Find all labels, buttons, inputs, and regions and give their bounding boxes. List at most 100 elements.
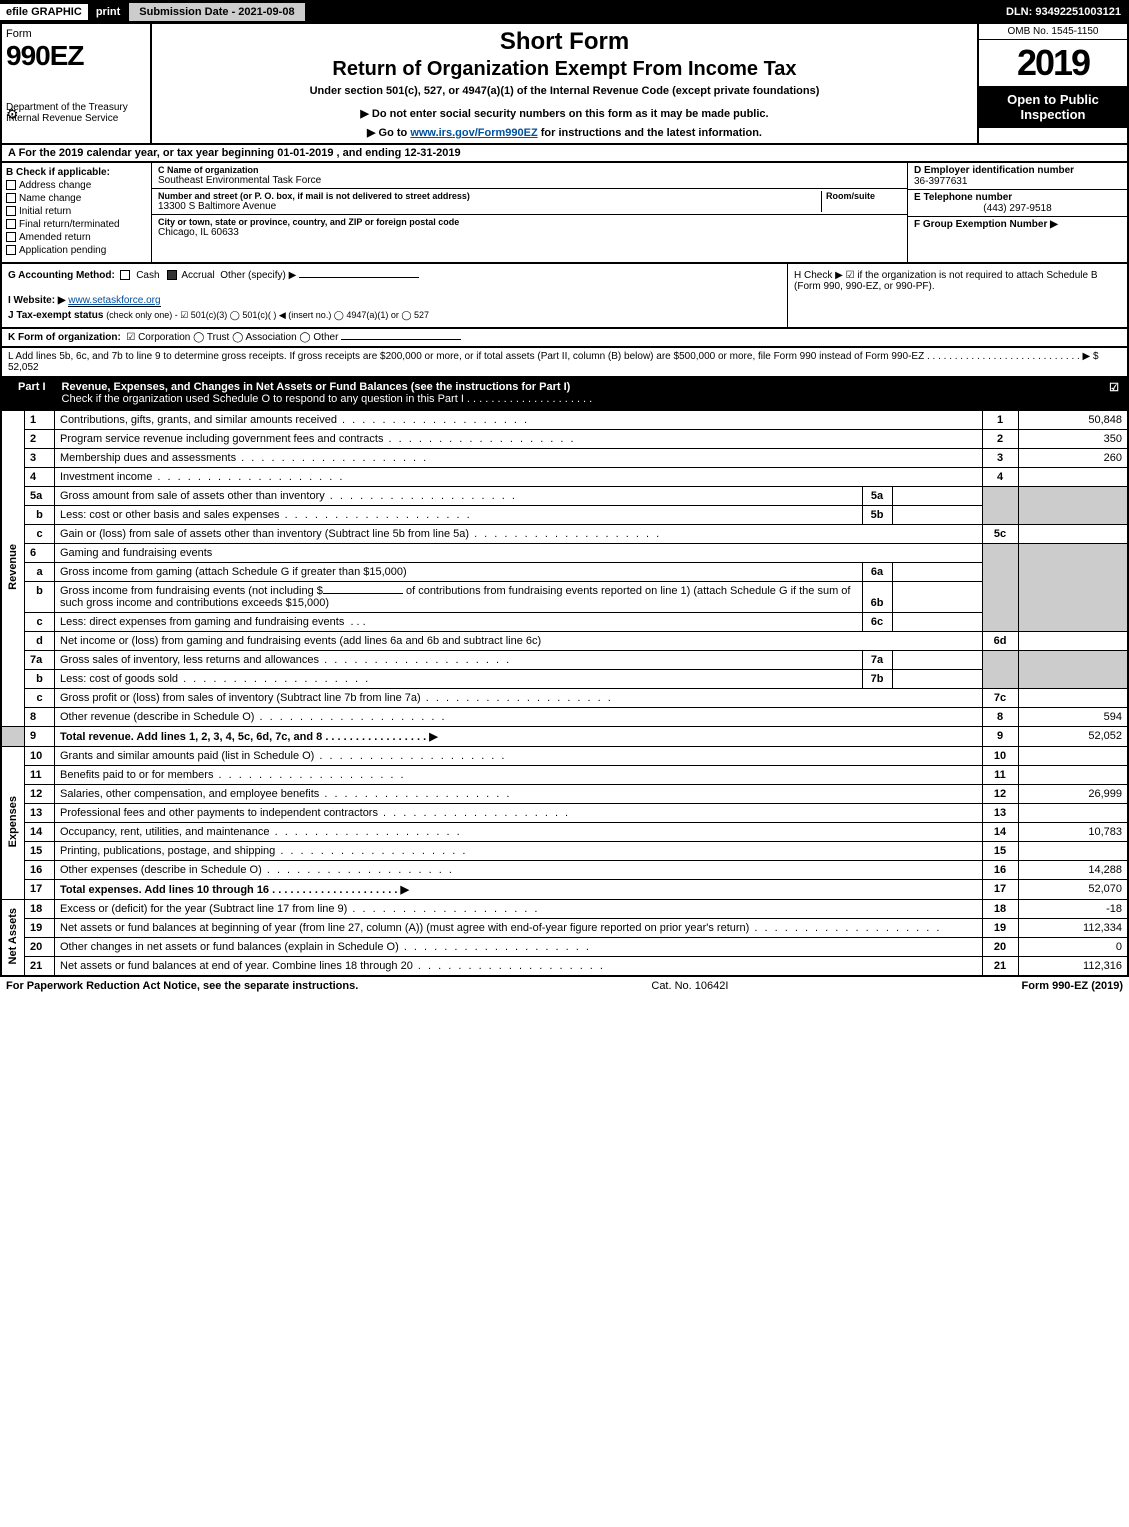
l7a-num: 7a [25,651,55,670]
l4-num: 4 [25,468,55,487]
l17-ln: 17 [982,880,1018,900]
goto-line: ▶ Go to www.irs.gov/Form990EZ for instru… [160,126,969,139]
l2-num: 2 [25,430,55,449]
box-e: E Telephone number (443) 297-9518 [908,190,1127,217]
expenses-section-label: Expenses [1,747,25,900]
open-to-public: Open to Public Inspection [979,86,1127,128]
city-row: City or town, state or province, country… [152,215,907,240]
room-label: Room/suite [826,191,901,201]
l14-num: 14 [25,823,55,842]
box-f: F Group Exemption Number ▶ [908,217,1127,232]
irs-label: Internal Revenue Service [6,113,146,124]
chk-address-change[interactable]: Address change [6,180,147,191]
print-link[interactable]: print [88,4,128,20]
l5a-num: 5a [25,487,55,506]
l6a-mv [892,563,982,582]
l5-shade-amt [1018,487,1128,525]
chk-pending[interactable]: Application pending [6,245,147,256]
return-title: Return of Organization Exempt From Incom… [160,58,969,81]
l10-num: 10 [25,747,55,766]
l7c-ln: 7c [982,689,1018,708]
l13-ln: 13 [982,804,1018,823]
irs-link[interactable]: www.irs.gov/Form990EZ [410,127,537,139]
l17-amt: 52,070 [1018,880,1128,900]
l17-desc: Total expenses. Add lines 10 through 16 … [55,880,983,900]
box-b: B Check if applicable: Address change Na… [2,163,152,262]
l4-ln: 4 [982,468,1018,487]
l5c-ln: 5c [982,525,1018,544]
tax-year: 2019 [979,40,1127,86]
box-g: G Accounting Method: Cash Accrual Other … [8,270,781,281]
l20-amt: 0 [1018,938,1128,957]
l7a-mv [892,651,982,670]
l9-ln: 9 [982,727,1018,747]
l4-amt [1018,468,1128,487]
l3-num: 3 [25,449,55,468]
l18-desc: Excess or (deficit) for the year (Subtra… [55,900,983,919]
form-word: Form [6,28,146,40]
box-b-label: B Check if applicable: [6,167,147,178]
header-left: Form 990EZ ⚙ Department of the Treasury … [2,24,152,143]
l6c-mv [892,613,982,632]
l18-ln: 18 [982,900,1018,919]
org-name-row: C Name of organization Southeast Environ… [152,163,907,189]
l8-num: 8 [25,708,55,727]
org-name: Southeast Environmental Task Force [158,175,901,186]
l5b-mv [892,506,982,525]
form-header: Form 990EZ ⚙ Department of the Treasury … [0,24,1129,145]
l6d-ln: 6d [982,632,1018,651]
chk-initial-return[interactable]: Initial return [6,206,147,217]
part1-checkbox[interactable]: ☑ [1101,381,1119,405]
l9-desc: Total revenue. Add lines 1, 2, 3, 4, 5c,… [55,727,983,747]
l19-amt: 112,334 [1018,919,1128,938]
gross-receipts: 52,052 [8,362,39,373]
l10-desc: Grants and similar amounts paid (list in… [55,747,983,766]
l6a-mn: 6a [862,563,892,582]
box-k: K Form of organization: ☑ Corporation ◯ … [0,329,1129,348]
l15-amt [1018,842,1128,861]
box-c: C Name of organization Southeast Environ… [152,163,907,262]
l7c-num: c [25,689,55,708]
l5-shade [982,487,1018,525]
l19-num: 19 [25,919,55,938]
header-center: Short Form Return of Organization Exempt… [152,24,977,143]
part1-label: Part I [10,381,54,405]
l3-desc: Membership dues and assessments [55,449,983,468]
l5b-desc: Less: cost or other basis and sales expe… [55,506,863,525]
l5c-amt [1018,525,1128,544]
l20-ln: 20 [982,938,1018,957]
l6a-desc: Gross income from gaming (attach Schedul… [55,563,863,582]
l12-num: 12 [25,785,55,804]
dept-treasury: Department of the Treasury [6,102,146,113]
footer-right: Form 990-EZ (2019) [1022,980,1123,992]
l16-amt: 14,288 [1018,861,1128,880]
chk-final-return[interactable]: Final return/terminated [6,219,147,230]
l1-amt: 50,848 [1018,411,1128,430]
l6d-num: d [25,632,55,651]
l6b-mv [892,582,982,613]
box-g-i-j: G Accounting Method: Cash Accrual Other … [2,264,787,327]
l13-amt [1018,804,1128,823]
l7b-mv [892,670,982,689]
org-address: 13300 S Baltimore Avenue [158,201,821,212]
box-l: L Add lines 5b, 6c, and 7b to line 9 to … [0,348,1129,378]
l16-ln: 16 [982,861,1018,880]
box-h: H Check ▶ ☑ if the organization is not r… [787,264,1127,327]
rev-spacer [1,727,25,747]
l5a-mv [892,487,982,506]
l6c-desc: Less: direct expenses from gaming and fu… [55,613,863,632]
l1-num: 1 [25,411,55,430]
l5c-desc: Gain or (loss) from sale of assets other… [55,525,983,544]
l8-amt: 594 [1018,708,1128,727]
l7c-desc: Gross profit or (loss) from sales of inv… [55,689,983,708]
l6-num: 6 [25,544,55,563]
l5a-desc: Gross amount from sale of assets other t… [55,487,863,506]
website-link[interactable]: www.setaskforce.org [68,295,160,307]
box-d: D Employer identification number 36-3977… [908,163,1127,190]
chk-amended[interactable]: Amended return [6,232,147,243]
l11-ln: 11 [982,766,1018,785]
phone: (443) 297-9518 [914,203,1121,214]
chk-name-change[interactable]: Name change [6,193,147,204]
section-a-taxyear: A For the 2019 calendar year, or tax yea… [0,145,1129,163]
l7-shade [982,651,1018,689]
